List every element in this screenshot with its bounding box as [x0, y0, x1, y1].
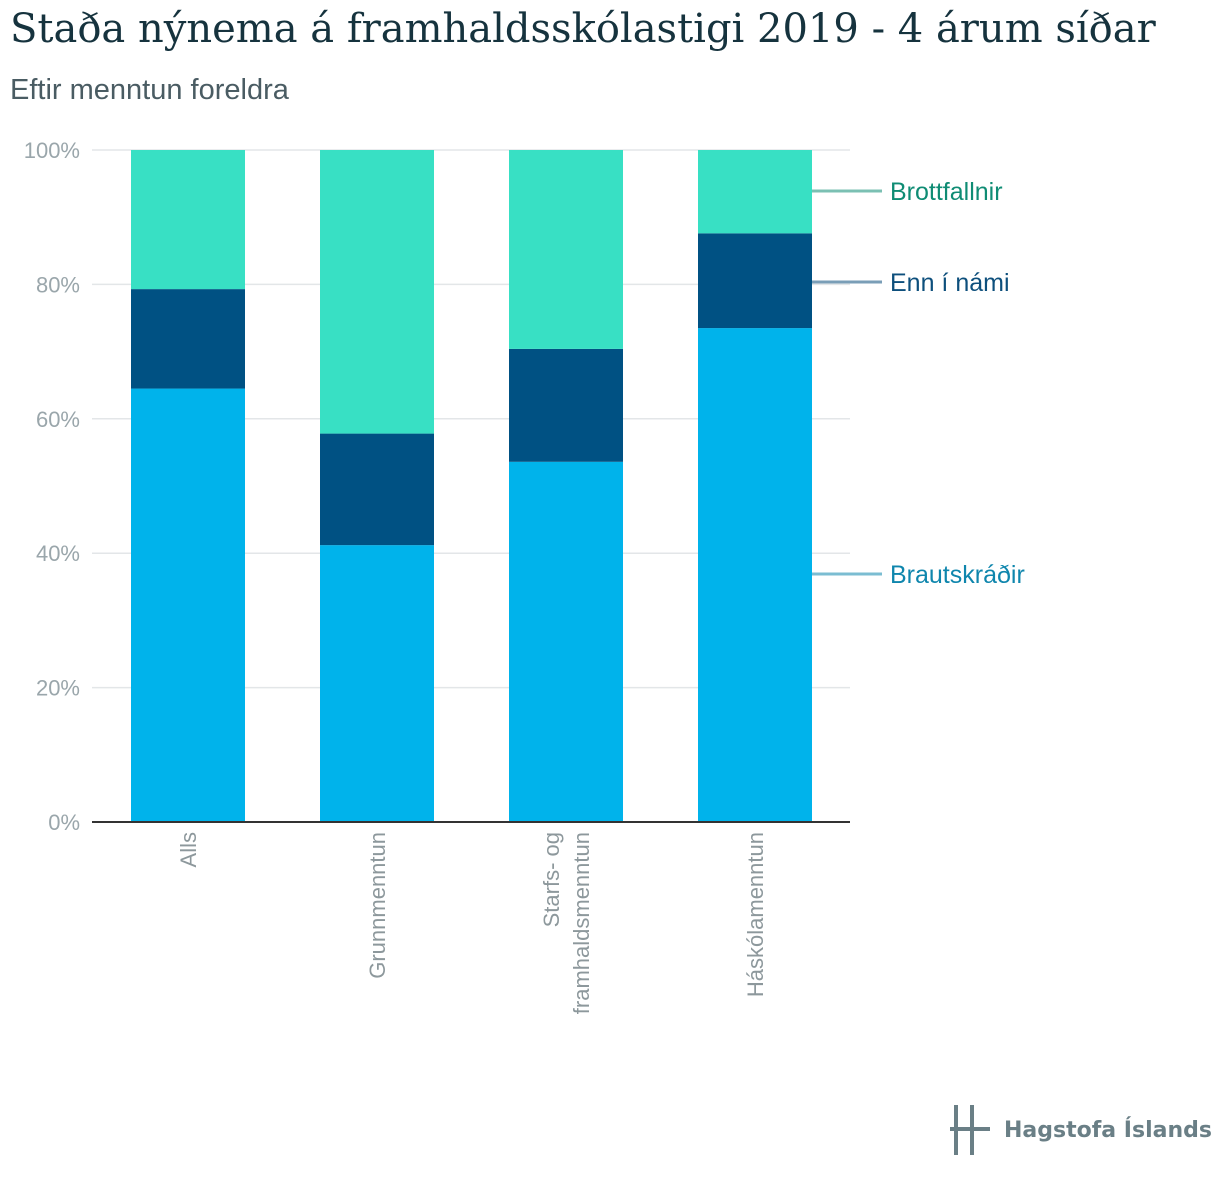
- chart-title: Staða nýnema á framhaldsskólastigi 2019 …: [10, 6, 1156, 52]
- legend: Brautskráðir Enn í námi Brottfallnir: [812, 178, 1025, 589]
- bar-segment: [131, 289, 245, 389]
- bars: [131, 150, 812, 822]
- bar-segment: [509, 150, 623, 349]
- y-tick-label: 0%: [48, 810, 80, 835]
- bar-segment: [509, 461, 623, 822]
- y-tick-label: 80%: [36, 272, 80, 297]
- bar-segment: [131, 150, 245, 290]
- bar-segment: [320, 433, 434, 546]
- x-tick-label: framhaldsmenntun: [569, 832, 594, 1014]
- y-tick-label: 60%: [36, 407, 80, 432]
- legend-label: Enn í námi: [890, 269, 1010, 297]
- x-tick-label: Alls: [176, 832, 201, 867]
- bar-segment: [320, 545, 434, 822]
- bar-segment: [698, 233, 812, 329]
- y-tick-label: 100%: [24, 138, 80, 163]
- logo-text: Hagstofa Íslands: [1004, 1117, 1212, 1143]
- bar-segment: [320, 150, 434, 434]
- x-tick-label: Starfs- og: [539, 832, 564, 927]
- axes: 0% 20% 40% 60% 80% 100% Alls Grunnmenntun Starfs…: [24, 138, 850, 1014]
- hagstofa-logo-icon: [950, 1105, 990, 1155]
- hagstofa-logo: Hagstofa Íslands: [950, 1105, 1212, 1155]
- y-tick-label: 40%: [36, 541, 80, 566]
- y-tick-label: 20%: [36, 676, 80, 701]
- legend-label: Brautskráðir: [890, 561, 1025, 589]
- x-tick-label: Háskólamenntun: [743, 832, 768, 997]
- bar-segment: [131, 388, 245, 822]
- bar-segment: [698, 328, 812, 822]
- bar-segment: [509, 348, 623, 462]
- x-tick-label: Grunnmenntun: [365, 832, 390, 979]
- legend-label: Brottfallnir: [890, 178, 1003, 206]
- bar-segment: [698, 150, 812, 234]
- chart-subtitle: Eftir menntun foreldra: [10, 74, 289, 106]
